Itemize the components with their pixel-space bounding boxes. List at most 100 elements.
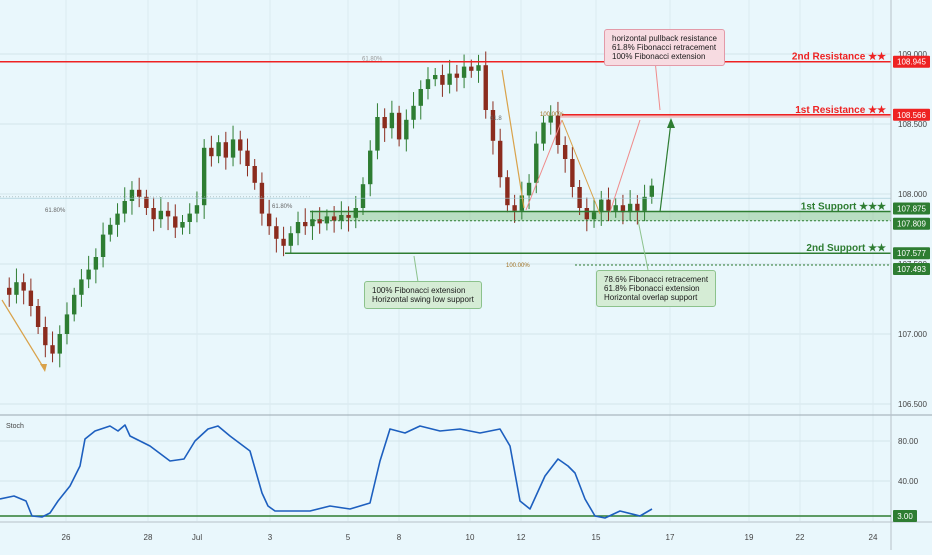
candle-body xyxy=(469,66,474,71)
candle-body xyxy=(158,210,164,220)
fib-label: 61.8 xyxy=(490,116,502,122)
candle-body xyxy=(57,334,62,354)
time-tick-label: 15 xyxy=(592,533,601,542)
candle-body xyxy=(245,150,250,166)
resistance-annotation: horizontal pullback resistance 61.8% Fib… xyxy=(604,29,725,66)
price-tick-label: 107.000 xyxy=(898,330,927,339)
candle-body xyxy=(122,201,127,214)
support1-label: 1st Support ★★★ xyxy=(801,202,886,213)
target-arrow-head xyxy=(667,118,675,128)
arrows xyxy=(1,59,675,372)
candle-body xyxy=(64,314,70,334)
candle-body xyxy=(346,215,351,218)
time-tick-label: 17 xyxy=(666,533,675,542)
zones xyxy=(310,114,891,221)
candle-body xyxy=(360,184,366,208)
price-axis-badge-text: 108.945 xyxy=(897,58,926,67)
candle-body xyxy=(375,117,380,151)
candle-body xyxy=(461,66,467,78)
candle-body xyxy=(534,143,539,183)
time-tick-label: 8 xyxy=(397,533,402,542)
candle-body xyxy=(541,122,546,144)
candle-body xyxy=(93,257,99,270)
support2-note-line: Horizontal swing low support xyxy=(372,295,474,304)
fib-label: 61.80% xyxy=(45,208,66,214)
candle-body xyxy=(230,139,236,158)
annotation-pointer xyxy=(413,255,419,283)
candle-body xyxy=(425,79,431,89)
candle-body xyxy=(483,65,488,110)
candle-body xyxy=(100,234,106,257)
support2-label: 2nd Support ★★ xyxy=(806,243,886,254)
fib-leg-line xyxy=(525,119,563,211)
time-tick-label: 10 xyxy=(466,533,475,542)
candle-body xyxy=(526,182,532,196)
time-tick-label: 28 xyxy=(144,533,153,542)
time-tick-label: 24 xyxy=(869,533,878,542)
candle-body xyxy=(194,205,200,214)
time-tick-label: 19 xyxy=(745,533,754,542)
candle-body xyxy=(35,306,41,327)
candle-body xyxy=(649,185,654,197)
price-axis-badge xyxy=(893,55,930,68)
support1-note-line: Horizontal overlap support xyxy=(604,293,698,302)
time-tick-label: Jul xyxy=(192,533,202,542)
candle-body xyxy=(303,222,308,227)
candle-body xyxy=(570,159,575,187)
price-tick-label: 108.500 xyxy=(898,120,927,129)
candle-body xyxy=(50,345,55,354)
time-tick-label: 22 xyxy=(796,533,805,542)
candle-body xyxy=(519,195,525,211)
price-axis-badge xyxy=(893,247,930,260)
candles xyxy=(7,51,654,368)
resistance1-zone xyxy=(560,114,891,118)
support2-annotation: 100% Fibonacci extension Horizontal swin… xyxy=(364,281,482,309)
candle-body xyxy=(324,216,330,224)
swing-arrow-head xyxy=(40,364,47,372)
support1-zone xyxy=(310,211,891,221)
price-axis-badge-text: 107.577 xyxy=(897,249,926,258)
price-axis-badge-text: 107.875 xyxy=(897,205,926,214)
fib-label: 61.80% xyxy=(362,57,383,63)
candle-body xyxy=(642,196,647,211)
candle-body xyxy=(396,112,402,140)
time-tick-label: 12 xyxy=(517,533,526,542)
time-tick-label: 26 xyxy=(62,533,71,542)
candle-body xyxy=(288,233,293,246)
fib-label: 61.80% xyxy=(272,204,293,210)
annotation-pointer xyxy=(654,59,661,111)
candle-body xyxy=(584,208,590,220)
candle-body xyxy=(266,213,272,227)
time-tick-label: 5 xyxy=(346,533,351,542)
candle-body xyxy=(136,189,142,197)
stoch-tick-label: 80.00 xyxy=(898,437,919,446)
candle-body xyxy=(108,224,113,235)
candle-body xyxy=(79,279,84,295)
candle-body xyxy=(389,112,395,129)
candle-body xyxy=(447,73,452,85)
support2-note-line: 100% Fibonacci extension xyxy=(372,286,466,295)
resistance-note-line: 61.8% Fibonacci retracement xyxy=(612,43,717,52)
candle-body xyxy=(180,222,185,228)
price-axis-badge-text: 107.809 xyxy=(897,220,926,229)
candle-body xyxy=(295,222,301,234)
candle-body xyxy=(454,73,460,78)
candle-body xyxy=(7,287,12,295)
candle-body xyxy=(411,105,416,120)
candle-body xyxy=(86,269,91,280)
candle-body xyxy=(310,219,315,227)
fib-label: 100.00% xyxy=(506,263,530,269)
candle-body xyxy=(43,327,48,346)
candle-body xyxy=(404,119,409,140)
swing-arrow xyxy=(1,299,46,371)
candle-body xyxy=(476,65,481,71)
resistance-note-line: horizontal pullback resistance xyxy=(612,34,717,43)
candle-body xyxy=(238,139,243,151)
candle-body xyxy=(606,199,611,211)
levels xyxy=(0,60,891,266)
stoch-title: Stoch xyxy=(6,423,24,430)
annotation-pointer xyxy=(637,219,649,271)
resistance2-label: 2nd Resistance ★★ xyxy=(792,52,886,63)
